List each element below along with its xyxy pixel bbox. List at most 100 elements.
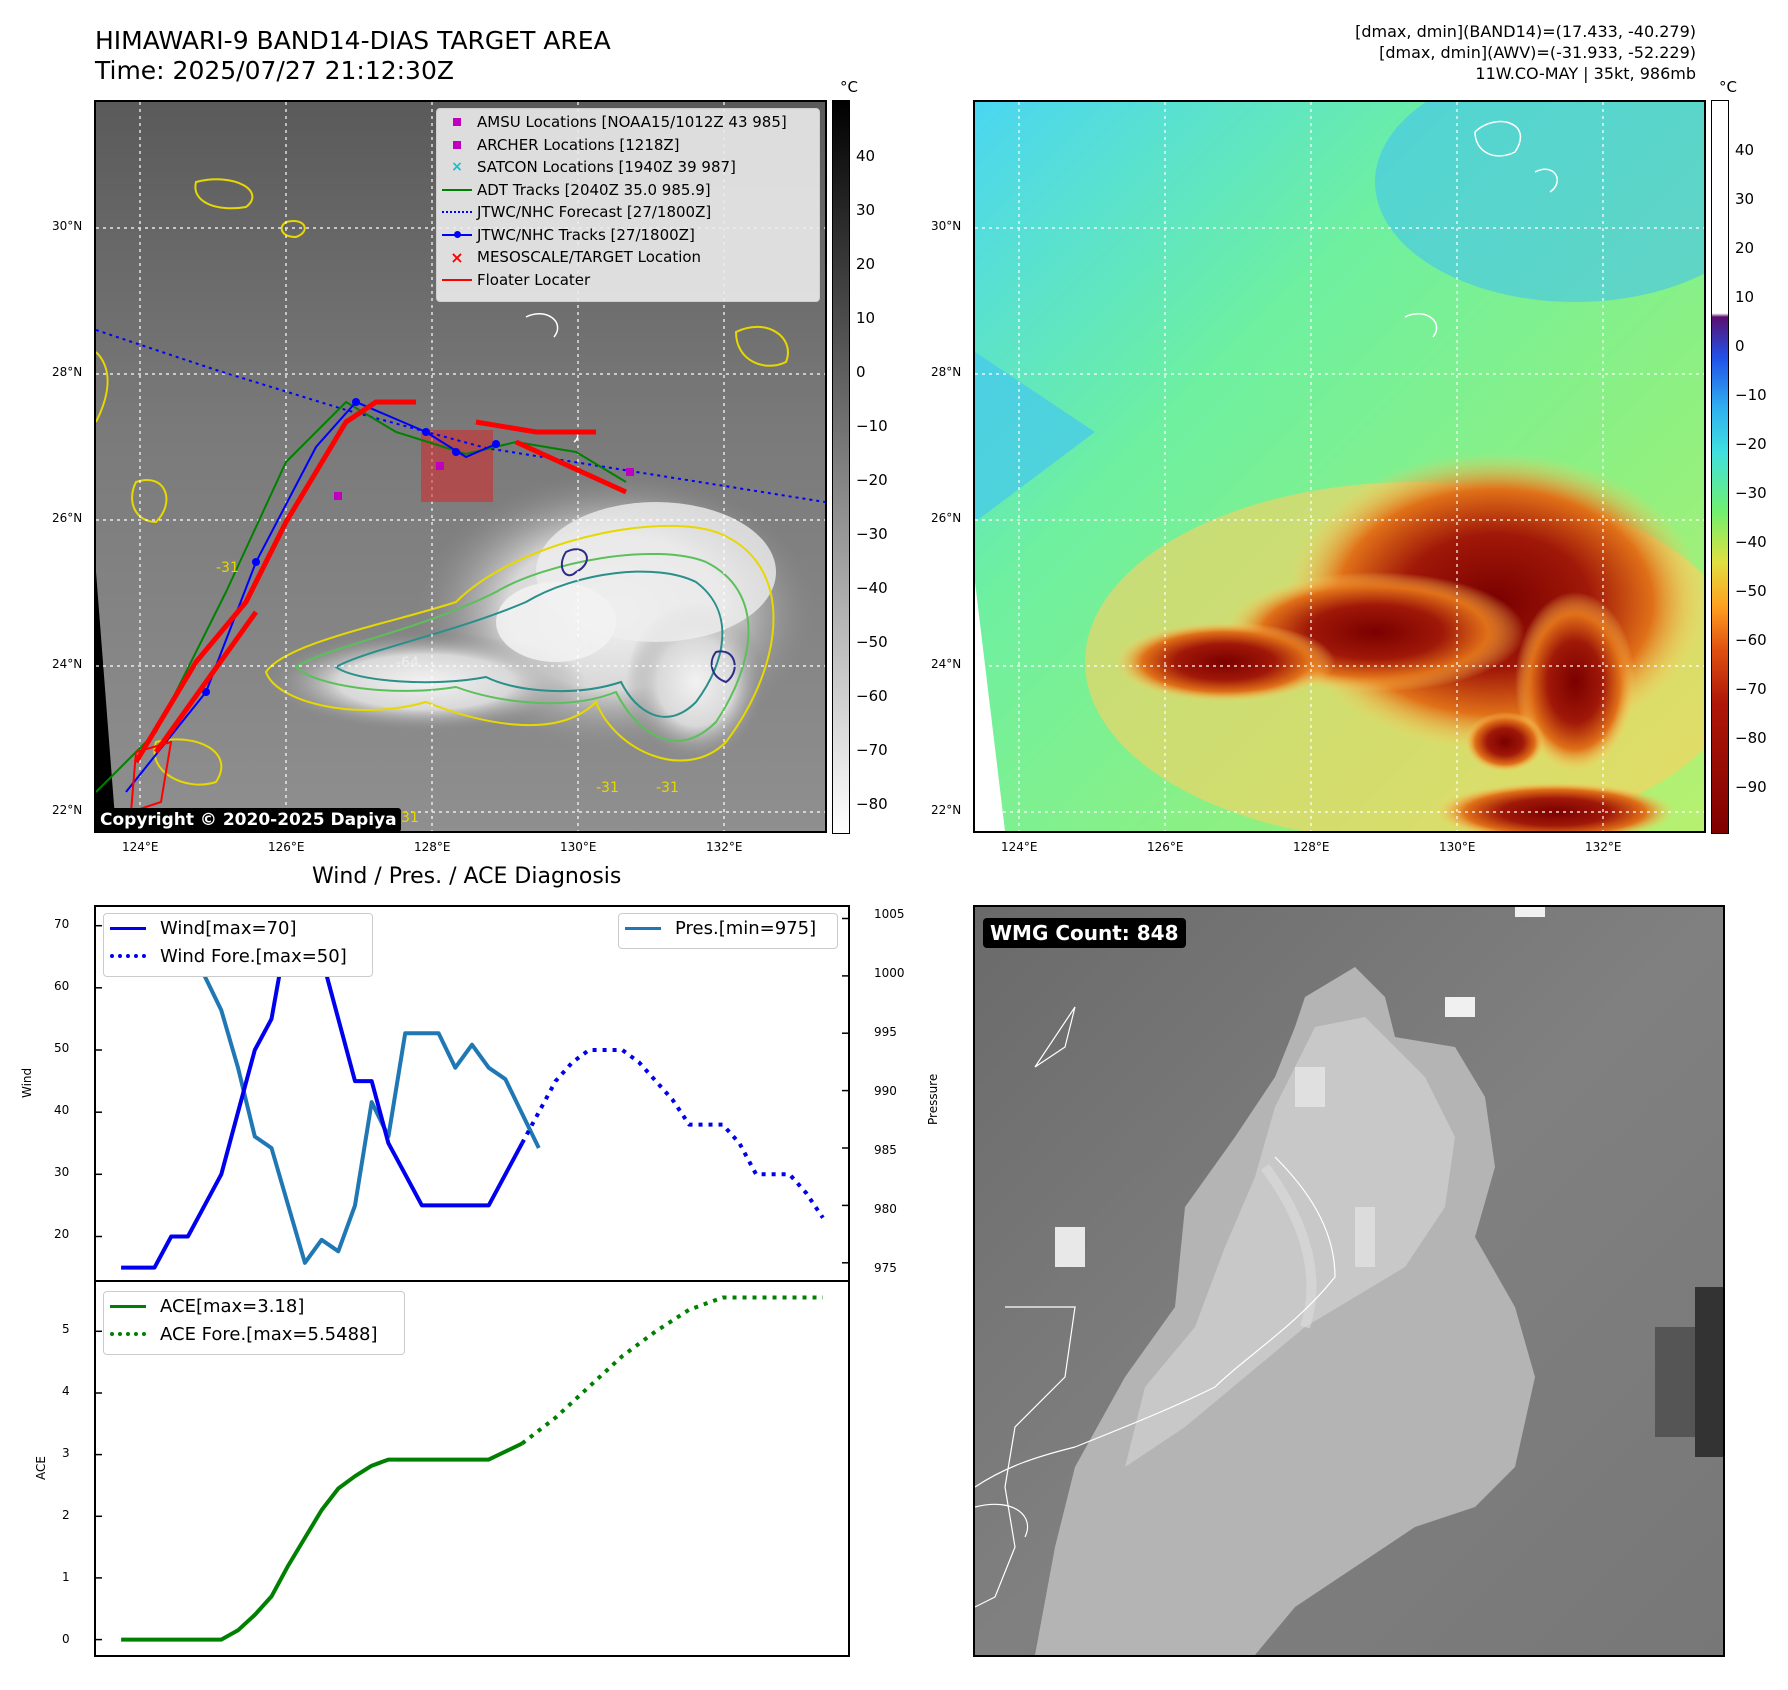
legend-entry-jtwc-forecast: JTWC/NHC Forecast [27/1800Z] [437,201,819,224]
contour-label: -64 [396,655,419,671]
colorbar-tick: 40 [856,147,876,165]
wv-map-panel [973,100,1706,833]
colorbar-tick: −60 [1735,631,1767,649]
contour-label: -31 [596,780,619,796]
pressure-tick: 990 [874,1084,897,1098]
info-line-3: 11W.CO-MAY | 35kt, 986mb [1475,64,1696,83]
wv-colorbar-unit: °C [1719,78,1737,96]
lat-label: 22°N [931,803,962,817]
colorbar-tick: −50 [856,633,888,651]
lon-label: 130°E [1439,840,1476,854]
line-marker-icon [442,278,472,281]
lon-label: 124°E [122,840,159,854]
info-line-2: [dmax, dmin](AWV)=(-31.933, -52.229) [1379,43,1696,62]
dotted-line-icon [442,211,472,214]
colorbar-tick: −60 [856,687,888,705]
pressure-tick: 995 [874,1025,897,1039]
legend-entry-pressure: Pres.[min=975] [619,914,837,942]
legend-entry-ace-forecast: ACE Fore.[max=5.5488] [104,1320,404,1348]
legend-entry-jtwc-tracks: JTWC/NHC Tracks [27/1800Z] [437,224,819,247]
contour-label: -31 [216,560,239,576]
ace-tick: 0 [62,1632,70,1646]
lon-label: 126°E [268,840,305,854]
contour-label: -31 [396,810,419,826]
colorbar-tick: −80 [856,795,888,813]
lon-label: 132°E [1585,840,1622,854]
figure-title: HIMAWARI-9 BAND14-DIAS TARGET AREA [95,26,611,55]
x-marker-icon: × [450,247,464,267]
contour-label: -31 [656,780,679,796]
legend-entry-amsu: AMSU Locations [NOAA15/1012Z 43 985] [437,111,819,134]
wind-tick: 70 [54,917,70,931]
ir-colorbar [832,100,850,834]
wmg-count-badge: WMG Count: 848 [983,918,1186,948]
wind-forecast-series-line [520,1048,825,1219]
lat-label: 26°N [52,511,83,525]
wind-tick: 50 [54,1041,70,1055]
colorbar-tick: 20 [1735,239,1755,257]
ir-colorbar-unit: °C [840,78,858,96]
colorbar-tick: −20 [856,471,888,489]
colorbar-tick: −70 [856,741,888,759]
pressure-tick: 1000 [874,966,905,980]
lat-label: 30°N [931,219,962,233]
lat-label: 24°N [931,657,962,671]
dotted-line-icon [110,954,146,958]
ace-plot [96,1295,823,1642]
line-marker-icon [442,188,472,191]
lat-label: 22°N [52,803,83,817]
ace-tick: 2 [62,1508,70,1522]
diagnosis-title: Wind / Pres. / ACE Diagnosis [312,864,622,889]
wind-axis-label: Wind [20,1067,34,1098]
ace-tick: 3 [62,1446,70,1460]
ace-panel [94,1280,850,1657]
ir-map-legend: AMSU Locations [NOAA15/1012Z 43 985] ARC… [436,108,820,302]
lat-label: 28°N [52,365,83,379]
x-marker-icon: × [451,159,463,176]
colorbar-tick: −10 [1735,386,1767,404]
colorbar-tick: −20 [1735,435,1767,453]
line-marker-icon [625,926,661,930]
lon-label: 132°E [706,840,743,854]
wmg-image [975,907,1723,1655]
lat-label: 26°N [931,511,962,525]
line-marker-icon [110,926,146,930]
lat-label: 30°N [52,219,83,233]
figure-time: Time: 2025/07/27 21:12:30Z [95,56,454,85]
legend-entry-satcon: × SATCON Locations [1940Z 39 987] [437,156,819,179]
legend-entry-archer: ARCHER Locations [1218Z] [437,134,819,157]
ace-tick: 1 [62,1570,70,1584]
wmg-panel [973,905,1725,1657]
copyright-badge: Copyright © 2020-2025 Dapiya [96,808,401,832]
pressure-tick: 1005 [874,907,905,921]
colorbar-tick: 0 [1735,337,1745,355]
ace-axis-label: ACE [34,1456,48,1480]
info-line-1: [dmax, dmin](BAND14)=(17.433, -40.279) [1355,22,1696,41]
legend-entry-wind-forecast: Wind Fore.[max=50] [104,942,372,970]
colorbar-tick: 10 [1735,288,1755,306]
pressure-legend: Pres.[min=975] [618,913,838,949]
legend-entry-mesoscale: × MESOSCALE/TARGET Location [437,246,819,269]
wind-tick: 60 [54,979,70,993]
pressure-tick: 980 [874,1202,897,1216]
lon-label: 128°E [414,840,451,854]
colorbar-tick: −80 [1735,729,1767,747]
contour-label: -64 [571,638,594,654]
ace-tick: 5 [62,1322,70,1336]
colorbar-tick: −40 [1735,533,1767,551]
colorbar-tick: −50 [1735,582,1767,600]
colorbar-tick: −30 [1735,484,1767,502]
square-marker-icon [453,118,461,127]
ace-tick: 4 [62,1384,70,1398]
ace-forecast-series-line [520,1295,823,1446]
square-marker-icon [453,140,461,149]
colorbar-tick: 40 [1735,141,1755,159]
colorbar-tick: −90 [1735,778,1767,796]
wind-tick: 30 [54,1165,70,1179]
colorbar-tick: −40 [856,579,888,597]
colorbar-tick: 20 [856,255,876,273]
wind-legend: Wind[max=70] Wind Fore.[max=50] [103,913,373,977]
lon-label: 130°E [560,840,597,854]
colorbar-tick: −70 [1735,680,1767,698]
lon-label: 124°E [1001,840,1038,854]
